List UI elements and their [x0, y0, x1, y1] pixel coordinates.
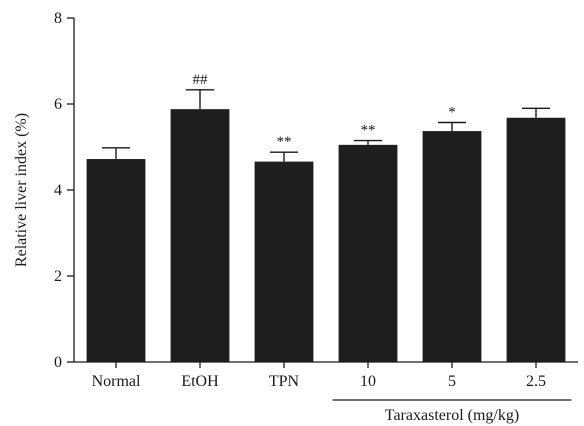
x-tick-label: 2.5: [526, 373, 546, 390]
bar: [422, 131, 482, 362]
y-axis-label: Relative liver index (%): [13, 113, 30, 267]
y-tick-label: 0: [54, 354, 62, 371]
y-tick-label: 8: [54, 10, 62, 27]
x-tick-label: TPN: [269, 373, 300, 390]
significance-label: **: [361, 123, 376, 139]
bar: [86, 159, 146, 362]
bars: ##*****: [86, 72, 566, 362]
x-tick-label: 5: [448, 373, 456, 390]
y-tick-label: 6: [54, 96, 62, 113]
group-label: Taraxasterol (mg/kg): [385, 407, 519, 424]
y-tick-label: 2: [54, 268, 62, 285]
bar: [254, 161, 314, 362]
significance-label: *: [448, 104, 456, 120]
significance-label: **: [277, 134, 292, 150]
x-axis: Normal EtOH TPN 10 5 2.5: [74, 361, 578, 390]
bar: [506, 117, 566, 362]
x-tick-label: 10: [360, 373, 376, 390]
y-axis: 0 2 4 6 8: [54, 10, 75, 371]
significance-label: ##: [193, 72, 209, 88]
x-tick-label: EtOH: [181, 373, 219, 390]
y-tick-label: 4: [54, 182, 62, 199]
x-tick-label: Normal: [92, 373, 141, 390]
bar: [170, 109, 230, 362]
bar: [338, 144, 398, 362]
group-bracket: Taraxasterol (mg/kg): [332, 399, 572, 424]
